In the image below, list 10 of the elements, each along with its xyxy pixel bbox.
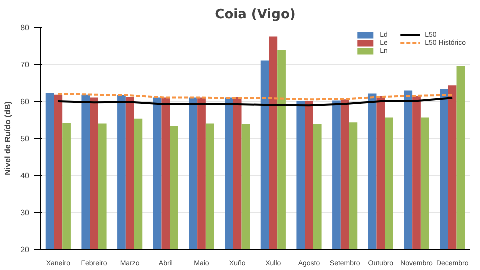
line-series: [57, 97, 454, 107]
y-tick-label: 40: [20, 172, 30, 180]
y-tick-label: 80: [20, 24, 30, 32]
y-tick-label: 30: [20, 208, 30, 218]
chart-title: Coia (Vigo): [215, 8, 296, 22]
y-tick-label: 50: [20, 134, 30, 144]
y-tick-label: 60: [20, 98, 30, 106]
y-tick-label: 70: [20, 60, 30, 70]
y-tick-label: 20: [20, 246, 30, 254]
y-axis-title: Nivel de Ruído (dB): [4, 101, 13, 176]
